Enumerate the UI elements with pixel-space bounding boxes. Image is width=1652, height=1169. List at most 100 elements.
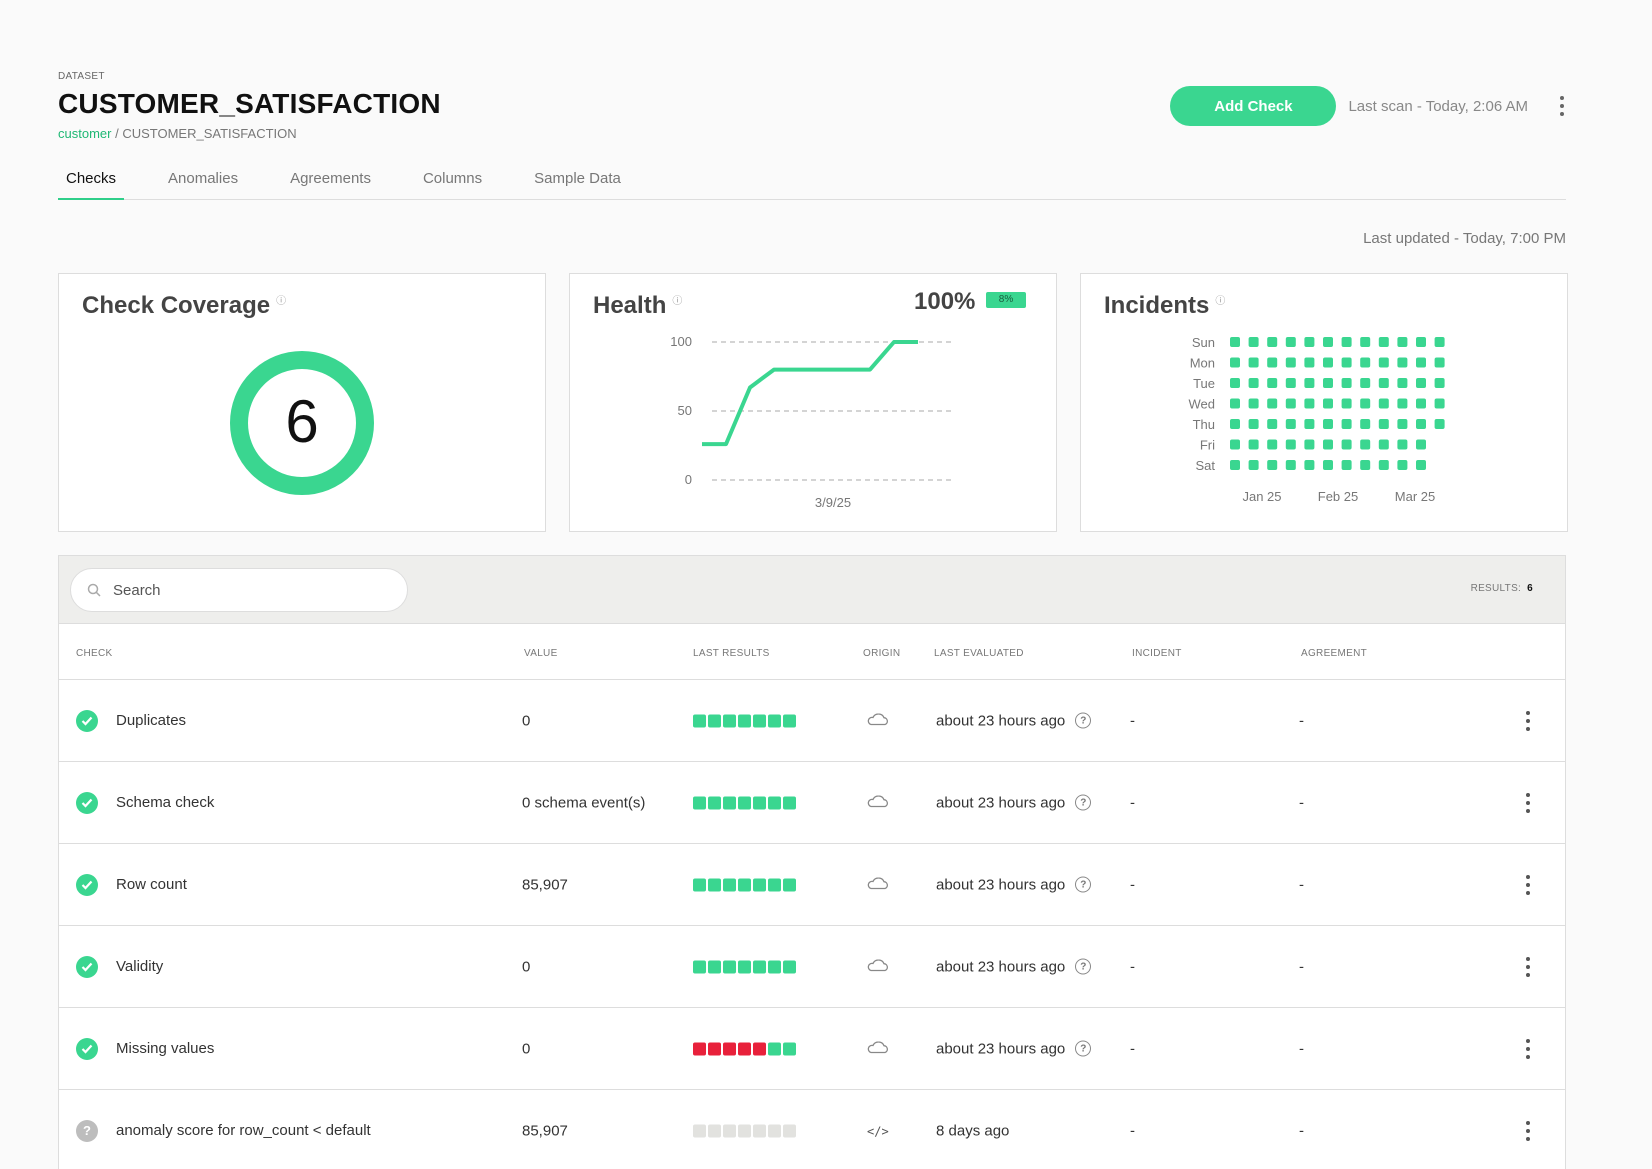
check-name[interactable]: Row count [116,876,187,893]
tab-agreements[interactable]: Agreements [290,170,371,187]
check-cell: Duplicates [76,709,187,732]
tab-checks[interactable]: Checks [58,160,125,200]
row-menu-icon[interactable] [1525,710,1531,731]
result-pass[interactable] [723,796,736,809]
add-check-button[interactable]: Add Check [1170,86,1337,126]
check-name[interactable]: Missing values [116,1040,215,1057]
help-icon[interactable]: ? [1075,794,1092,811]
column-header-origin[interactable]: ORIGIN [863,648,901,659]
result-pass[interactable] [723,714,736,727]
result-pass[interactable] [738,796,751,809]
result-pass[interactable] [783,1042,796,1055]
result-pass[interactable] [693,878,706,891]
result-pass[interactable] [753,878,766,891]
table-row[interactable]: Validity 0 about 23 hours ago ? - - [59,926,1565,1008]
table-row[interactable]: Schema check 0 schema event(s) about 23 … [59,762,1565,844]
result-pass[interactable] [708,960,721,973]
result-pass[interactable] [693,796,706,809]
info-icon[interactable]: ⓘ [672,296,683,307]
check-name[interactable]: Validity [116,958,164,975]
column-header-incident[interactable]: INCIDENT [1132,648,1182,659]
result-fail[interactable] [693,1042,706,1055]
result-pass[interactable] [768,1042,781,1055]
result-pass[interactable] [783,878,796,891]
incident-cell [1341,439,1352,450]
incident-cell [1360,357,1371,368]
incident-cell [1267,460,1278,470]
row-menu-icon[interactable] [1525,1120,1531,1141]
tab-sample-data[interactable]: Sample Data [534,170,621,187]
health-series-line [702,340,918,447]
help-icon[interactable]: ? [1075,876,1092,893]
table-row[interactable]: ? anomaly score for row_count < default … [59,1090,1565,1169]
result-empty[interactable] [723,1124,736,1137]
row-menu-icon[interactable] [1525,792,1531,813]
result-pass[interactable] [738,878,751,891]
health-change-badge: 8% [986,292,1026,308]
column-header-last-evaluated[interactable]: LAST EVALUATED [934,648,1024,659]
result-fail[interactable] [753,1042,766,1055]
result-pass[interactable] [693,960,706,973]
check-passed-icon [76,1037,98,1060]
incident-cell [1397,337,1408,347]
result-pass[interactable] [693,714,706,727]
result-pass[interactable] [768,714,781,727]
result-empty[interactable] [753,1124,766,1137]
result-pass[interactable] [783,960,796,973]
result-empty[interactable] [768,1124,781,1137]
column-header-check[interactable]: CHECK [76,648,113,659]
tab-columns[interactable]: Columns [422,170,483,187]
check-name[interactable]: anomaly score for row_count < default [116,1122,371,1139]
result-pass[interactable] [708,714,721,727]
row-menu-icon[interactable] [1525,956,1531,977]
incident-cell [1341,398,1352,409]
table-row[interactable]: Duplicates 0 about 23 hours ago ? - - [59,680,1565,762]
help-icon[interactable]: ? [1075,958,1092,975]
result-empty[interactable] [693,1124,706,1137]
result-pass[interactable] [783,796,796,809]
day-label-mon: Mon [1190,356,1215,371]
info-icon[interactable]: ⓘ [1215,296,1226,307]
result-pass[interactable] [738,714,751,727]
result-pass[interactable] [738,960,751,973]
incident-cell [1397,357,1408,368]
table-header: CHECK VALUE LAST RESULTS ORIGIN LAST EVA… [59,624,1565,680]
result-pass[interactable] [768,796,781,809]
result-pass[interactable] [768,960,781,973]
table-row[interactable]: Row count 85,907 about 23 hours ago ? - … [59,844,1565,926]
result-pass[interactable] [723,960,736,973]
help-icon[interactable]: ? [1075,1040,1092,1057]
result-pass[interactable] [708,878,721,891]
more-options-icon[interactable] [1558,96,1566,116]
result-pass[interactable] [708,796,721,809]
result-empty[interactable] [708,1124,721,1137]
result-pass[interactable] [753,796,766,809]
result-fail[interactable] [723,1042,736,1055]
table-row[interactable]: Missing values 0 about 23 hours ago ? - … [59,1008,1565,1090]
result-pass[interactable] [783,714,796,727]
result-pass[interactable] [723,878,736,891]
result-pass[interactable] [753,960,766,973]
result-fail[interactable] [738,1042,751,1055]
day-label-thu: Thu [1193,417,1215,432]
incident-cell [1416,398,1426,409]
column-header-agreement[interactable]: AGREEMENT [1301,648,1368,659]
check-name[interactable]: Schema check [116,794,215,811]
result-empty[interactable] [738,1124,751,1137]
row-menu-icon[interactable] [1525,874,1531,895]
result-empty[interactable] [783,1124,796,1137]
check-name[interactable]: Duplicates [116,712,187,729]
last-evaluated-cell: about 23 hours ago ? [936,712,1092,729]
help-icon[interactable]: ? [1075,712,1092,729]
result-pass[interactable] [768,878,781,891]
breadcrumb-link-customer[interactable]: customer [58,126,112,141]
tab-anomalies[interactable]: Anomalies [168,170,239,187]
incident-cell [1434,398,1445,409]
column-header-last-results[interactable]: LAST RESULTS [693,648,770,659]
row-menu-icon[interactable] [1525,1038,1531,1059]
result-fail[interactable] [708,1042,721,1055]
info-icon[interactable]: ⓘ [276,296,287,307]
result-pass[interactable] [753,714,766,727]
search-input[interactable] [113,581,383,599]
column-header-value[interactable]: VALUE [524,648,558,659]
